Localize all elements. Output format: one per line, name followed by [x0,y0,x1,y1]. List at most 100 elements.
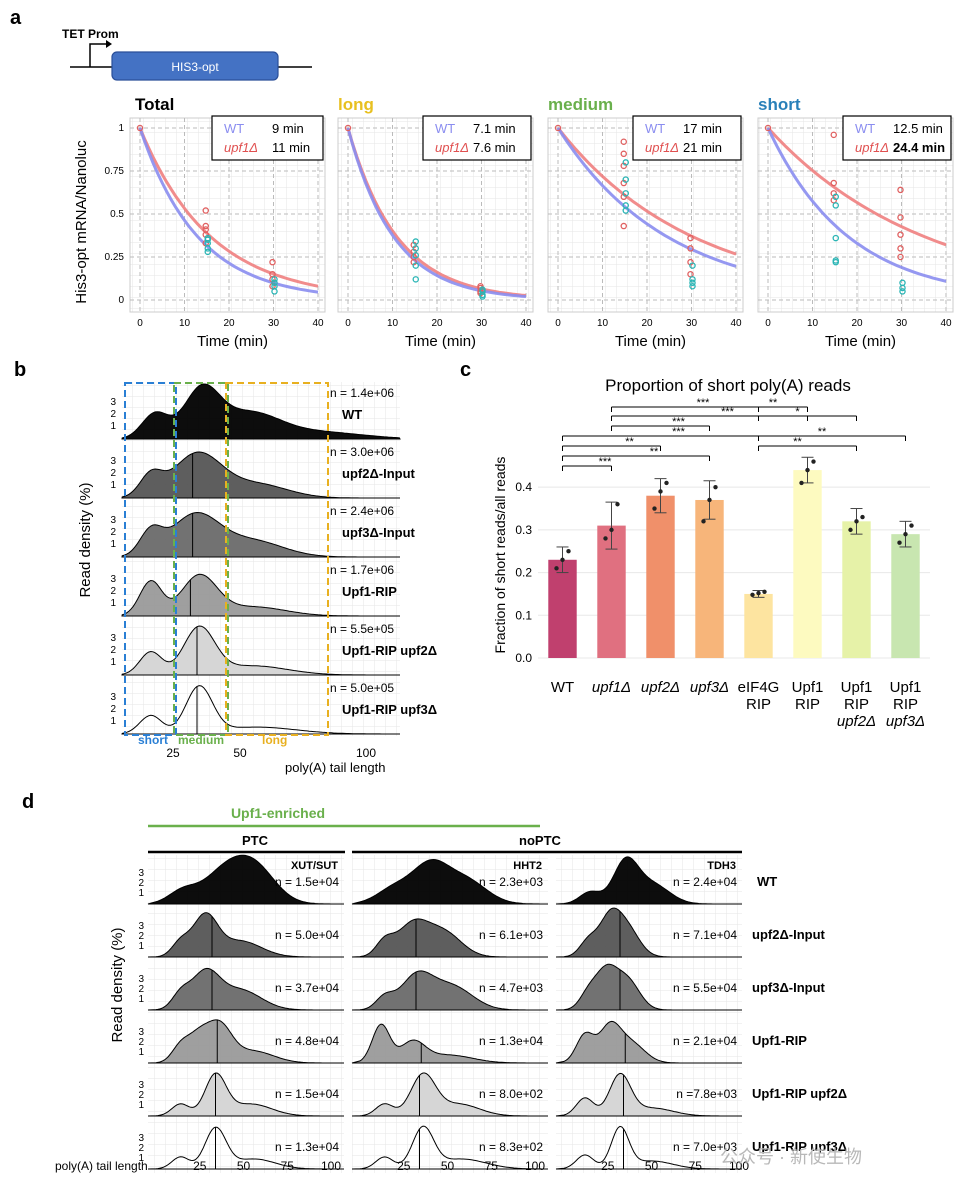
y-tick-label: 2 [138,878,144,889]
data-point [830,179,838,187]
data-point [271,279,278,287]
y-tick-label: 1 [138,1153,144,1164]
data-point [897,253,904,261]
legend-wt-value: 12.5 min [893,121,943,136]
bar [548,559,577,658]
x-tick-label: 0 [555,318,561,329]
y-tick-label: 2 [138,1143,144,1154]
half-life-legend [211,115,324,161]
density-ridge [555,1125,742,1170]
y-tick-label: 3 [138,974,144,985]
group-noptc-label: noPTC [519,833,561,848]
gene-box [111,51,279,81]
y-tick-label: 3 [110,574,116,585]
data-point [897,231,904,238]
legend-wt-value: 7.1 min [473,121,516,136]
panel-label-a: a [10,7,22,29]
replicate-dot [566,549,571,554]
row-name: upf2Δ-Input [342,466,416,481]
density-ridge [121,625,400,676]
density-ridge [147,1019,344,1064]
data-point [554,124,562,132]
upf1-decay-curve [138,127,319,288]
density-ridge [555,907,742,958]
panel-label-b: b [14,359,26,381]
x-category-label: WT [551,679,574,696]
cell-n-count: n = 1.3e+04 [275,1140,339,1154]
y-tick-label: 0.25 [105,252,125,263]
facet-xlabel: Time (min) [825,333,896,350]
replicate-dot [615,502,620,507]
y-tick-label: 1 [138,1100,144,1111]
legend-upf1-value: 24.4 min [893,140,945,155]
y-tick-label: 3 [110,397,116,408]
density-ridge [555,1020,742,1064]
cell-n-count: n = 6.1e+03 [479,928,543,942]
replicate-dot [805,467,810,473]
density-ridge [351,858,548,905]
facet-title: Total [135,95,174,114]
y-tick-label: 0.5 [110,209,124,220]
y-tick-label: 0.4 [515,480,532,494]
x-category-label: upf1Δ [592,679,631,696]
data-point [412,252,419,259]
replicate-dot [609,527,614,533]
wt-decay-curve [138,127,319,294]
legend-upf1-label: upf1Δ [435,140,469,155]
x-tick-label: 40 [730,318,742,329]
cell-n-count: n = 2.3e+03 [479,875,543,889]
ridge-facet-area [148,855,344,1173]
legend-upf1-value: 7.6 min [473,140,516,155]
promoter-label: TET Prom [62,27,119,41]
replicate-dot [811,459,816,464]
significance-label: *** [721,406,735,418]
ridge-plot-area [122,382,400,736]
density-ridge [121,573,400,617]
replicate-dot [860,514,865,520]
x-tick-label: 0 [345,318,351,329]
density-ridge [351,1125,548,1170]
data-point [622,207,630,214]
data-point [620,222,628,230]
cell-n-count: n = 7.0e+03 [673,1140,737,1154]
x-tick-label: 20 [641,318,653,329]
short-label: short [138,733,168,747]
y-tick-label: 3 [110,633,116,644]
construct-diagram: TET Prom HIS3-opt [62,27,312,81]
legend-upf1-value: 21 min [683,140,722,155]
cell-n-count: n = 1.3e+04 [479,1034,543,1048]
replicate-dot [713,484,718,490]
data-point [202,222,209,230]
significance-label: *** [672,416,686,428]
data-point [204,236,211,244]
replicate-dot [652,506,657,511]
y-tick-label: 1 [138,888,144,899]
y-tick-label: 3 [138,1133,144,1144]
legend-wt-label: WT [435,121,455,136]
row-name: upf3Δ-Input [752,980,826,995]
x-tick-label: 25 [166,746,180,760]
density-ridge [351,918,548,958]
density-ridge [555,1072,742,1117]
row-n-count: n = 5.5e+05 [330,622,394,636]
replicate-dot [756,590,761,596]
row-name: upf3Δ-Input [342,525,416,540]
legend-upf1-label: upf1Δ [855,140,889,155]
legend-wt-label: WT [855,121,875,136]
data-point [412,245,419,252]
bar [695,499,724,658]
x-tick-label: 30 [476,318,488,329]
x-category-label: upf2Δ [641,679,680,696]
replicate-dot [762,589,767,595]
x-tick-label: 10 [179,318,191,329]
row-name: WT [757,874,777,889]
cell-n-count: n = 7.1e+04 [673,928,737,942]
gene-label: HIS3-opt [171,60,219,74]
cell-n-count: n = 3.7e+04 [275,981,339,995]
ridge-facet-area [352,855,548,1173]
y-tick-label: 0.0 [515,651,532,665]
y-tick-label: 3 [138,1080,144,1091]
cell-n-count: n = 8.3e+02 [479,1140,543,1154]
data-point [897,214,904,221]
